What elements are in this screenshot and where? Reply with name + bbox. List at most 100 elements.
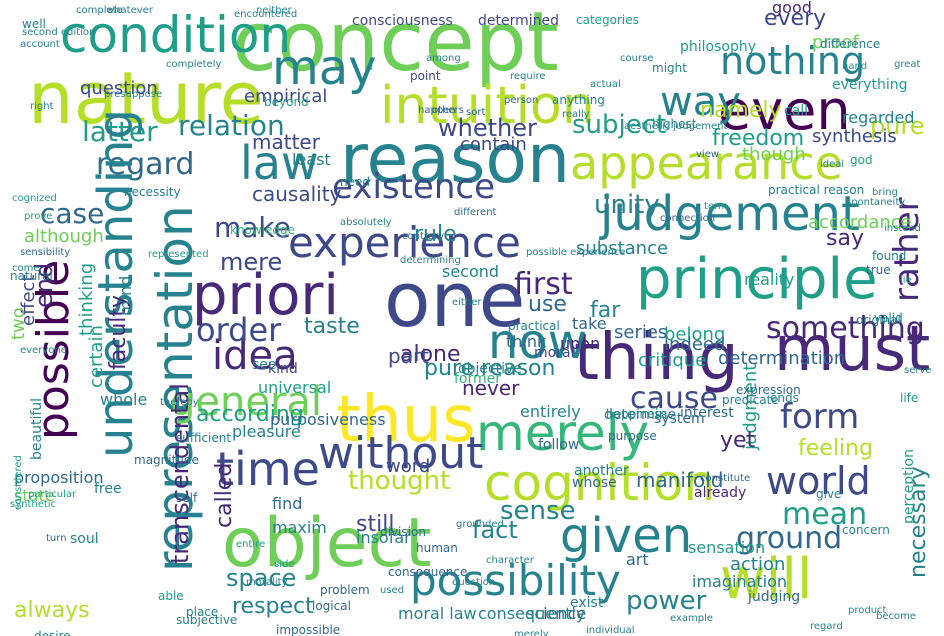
- cloud-word: morality: [246, 577, 288, 588]
- cloud-word: time: [216, 442, 320, 496]
- cloud-word: whatever: [106, 5, 153, 16]
- cloud-word: account: [20, 39, 60, 50]
- cloud-word: determining: [400, 255, 461, 266]
- cloud-word: thing: [574, 321, 739, 395]
- cloud-word: namely: [700, 98, 782, 123]
- cloud-word: contrary: [402, 231, 445, 242]
- cloud-word: pleasure: [232, 422, 301, 441]
- cloud-word: regarded: [842, 108, 915, 127]
- cloud-word: consequently: [478, 604, 586, 623]
- cloud-word: everything: [832, 77, 908, 93]
- cloud-word: upon: [560, 334, 601, 353]
- cloud-word: manifold: [636, 468, 724, 492]
- cloud-word: still: [356, 512, 395, 537]
- cloud-word: sufficient: [176, 431, 232, 445]
- cloud-word: determination: [718, 348, 846, 369]
- cloud-word: human: [416, 541, 458, 555]
- cloud-word: proof: [812, 32, 859, 53]
- cloud-word: substance: [576, 238, 669, 259]
- cloud-word: according: [196, 402, 304, 427]
- cloud-word: magnitude: [134, 453, 199, 467]
- cloud-word: individual: [586, 625, 635, 636]
- cloud-word: world: [766, 459, 871, 503]
- cloud-word: take: [572, 314, 607, 333]
- cloud-word: action: [730, 554, 786, 575]
- cloud-word: person: [504, 95, 539, 106]
- cloud-word: presuppose: [104, 89, 163, 100]
- cloud-word: particular: [28, 489, 77, 500]
- cloud-word: latter: [82, 115, 158, 148]
- cloud-word: say: [826, 226, 864, 251]
- cloud-word: science: [526, 604, 587, 623]
- cloud-word: used: [380, 585, 405, 596]
- cloud-word: example: [670, 613, 714, 624]
- cloud-word: everyone: [20, 345, 67, 356]
- cloud-word: cognition: [484, 454, 716, 512]
- cloud-word: alone: [400, 342, 461, 367]
- cloud-word: might: [652, 61, 687, 75]
- cloud-word: problem: [320, 583, 370, 597]
- cloud-word: great: [894, 59, 921, 70]
- cloud-word: ideal: [820, 159, 845, 170]
- cloud-word: philosophy: [680, 39, 757, 55]
- cloud-word: universal: [258, 378, 332, 397]
- cloud-word: even: [718, 79, 851, 142]
- cloud-word: law: [240, 136, 319, 190]
- cloud-word: highest: [652, 117, 697, 131]
- cloud-word: maxim: [272, 518, 327, 537]
- cloud-word: difference: [820, 37, 881, 51]
- cloud-word: already: [694, 485, 747, 501]
- cloud-word: second edition: [22, 27, 96, 38]
- cloud-word: must: [774, 312, 931, 385]
- cloud-word: ground: [736, 521, 843, 556]
- cloud-word: whole: [100, 390, 148, 409]
- cloud-word: appearance: [570, 136, 843, 190]
- cloud-word: subject: [572, 110, 667, 140]
- cloud-word: system: [654, 411, 705, 427]
- cloud-word: general: [170, 379, 323, 425]
- cloud-word: determined: [478, 13, 560, 29]
- cloud-word: nothing: [720, 39, 866, 83]
- cloud-word: spontaneity: [846, 197, 906, 208]
- cloud-word: unity: [594, 190, 660, 220]
- cloud-word: see: [252, 357, 277, 373]
- cloud-word: natural: [10, 269, 53, 283]
- cloud-word: case: [40, 197, 105, 230]
- cloud-word: idea: [212, 333, 298, 379]
- cloud-word: mere: [220, 248, 283, 276]
- cloud-word: one: [384, 255, 526, 344]
- cloud-word: cause: [630, 381, 718, 416]
- cloud-word: called: [212, 462, 237, 528]
- cloud-word: practical reason: [768, 183, 865, 197]
- cloud-word: original: [856, 313, 901, 327]
- cloud-word: although: [24, 226, 104, 247]
- cloud-word: purposiveness: [270, 410, 386, 429]
- cloud-word: something: [766, 311, 925, 346]
- cloud-word: pure: [870, 112, 925, 140]
- cloud-word: moral law: [398, 604, 477, 623]
- cloud-word: state: [14, 486, 55, 505]
- cloud-word: constitute: [700, 473, 751, 484]
- cloud-word: thus: [336, 383, 476, 457]
- cloud-word: rule: [414, 222, 457, 247]
- cloud-word: expression: [736, 383, 801, 397]
- cloud-word: turn: [46, 533, 67, 544]
- cloud-word: connection: [660, 213, 716, 224]
- cloud-word: hand: [842, 61, 868, 72]
- cloud-word: proposition: [14, 468, 104, 487]
- cloud-word: division: [380, 525, 426, 539]
- cloud-word: interest: [680, 405, 734, 421]
- cloud-word: reason: [340, 120, 571, 199]
- cloud-word: good: [772, 0, 812, 17]
- cloud-word: soul: [70, 531, 99, 547]
- cloud-word: character: [486, 555, 534, 566]
- cloud-word: serve: [904, 365, 932, 376]
- cloud-word: represented: [148, 249, 209, 260]
- cloud-word: empirical: [244, 86, 328, 107]
- cloud-word: entire: [236, 539, 266, 550]
- cloud-word: predicate: [722, 393, 779, 407]
- cloud-word: knowledge: [230, 223, 296, 237]
- cloud-word: may: [272, 40, 377, 96]
- cloud-word: determine: [604, 407, 677, 423]
- cloud-word: word: [386, 456, 431, 477]
